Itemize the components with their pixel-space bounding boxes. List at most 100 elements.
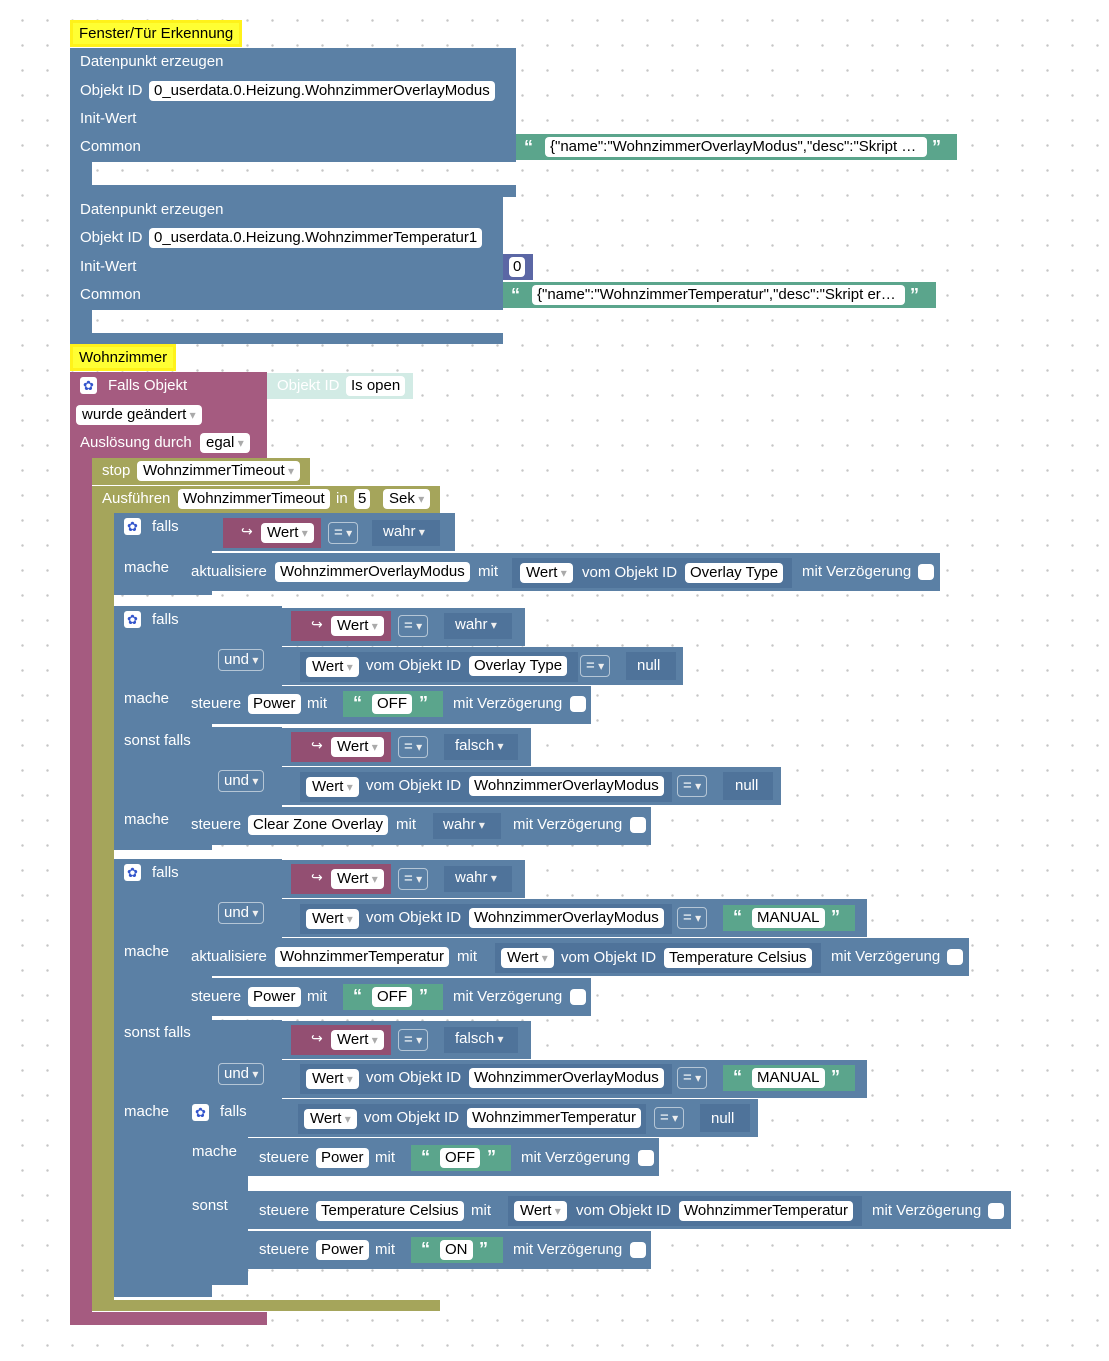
operator-dropdown[interactable]: = <box>654 1107 685 1129</box>
operator-dropdown[interactable]: = <box>677 1067 708 1089</box>
value-dropdown[interactable]: Wert <box>306 777 359 797</box>
operator-dropdown[interactable]: = <box>398 736 429 758</box>
boolean-dropdown[interactable]: falsch <box>450 736 509 758</box>
delay-checkbox[interactable] <box>570 696 586 712</box>
object-id-field[interactable]: WohnzimmerOverlayModus <box>469 776 664 796</box>
boolean-dropdown[interactable]: wahr <box>378 522 430 544</box>
and-dropdown[interactable]: und <box>218 902 265 924</box>
gear-icon[interactable]: ✿ <box>124 518 141 535</box>
run-label: Ausführen <box>102 490 171 507</box>
value-dropdown[interactable]: Wert <box>331 737 384 757</box>
gear-icon[interactable]: ✿ <box>192 1104 209 1121</box>
value-dropdown[interactable]: Wert <box>331 869 384 889</box>
text-value-field[interactable]: ON <box>440 1240 473 1260</box>
value-dropdown[interactable]: Wert <box>501 948 554 968</box>
control-target-field[interactable]: Temperature Celsius <box>316 1201 464 1221</box>
null-block[interactable] <box>723 772 773 800</box>
timeout-name-field[interactable]: WohnzimmerTimeout <box>178 489 330 509</box>
of-object-label: vom Objekt ID <box>582 564 678 581</box>
delay-checkbox[interactable] <box>570 989 586 1005</box>
json-text-field[interactable]: {"name":"WohnzimmerOverlayModus","desc":… <box>545 137 927 157</box>
value-dropdown[interactable]: Wert <box>306 909 359 929</box>
value-dropdown[interactable]: Wert <box>520 563 573 583</box>
null-block[interactable] <box>626 652 676 680</box>
json-text-field[interactable]: {"name":"WohnzimmerTemperatur","desc":"S… <box>532 285 905 305</box>
object-id-field[interactable]: Overlay Type <box>685 563 784 583</box>
quote-close-icon: ” <box>419 986 428 1006</box>
delay-unit-dropdown[interactable]: Sek <box>383 489 431 509</box>
delay-checkbox[interactable] <box>918 564 934 580</box>
update-label: aktualisiere <box>191 563 267 580</box>
control-target-field[interactable]: Clear Zone Overlay <box>248 815 389 835</box>
null-block[interactable] <box>700 1104 750 1132</box>
value-dropdown[interactable]: Wert <box>306 1069 359 1089</box>
operator-dropdown[interactable]: = <box>580 655 611 677</box>
quote-open-icon: “ <box>353 986 362 1006</box>
update-target-field[interactable]: WohnzimmerOverlayModus <box>275 562 470 582</box>
object-id-field[interactable]: WohnzimmerOverlayModus <box>469 908 664 928</box>
operator-dropdown[interactable]: = <box>328 522 359 544</box>
trigger-by-dropdown[interactable]: egal <box>200 433 250 453</box>
with-label: mit <box>471 1202 491 1219</box>
operator-dropdown[interactable]: = <box>398 868 429 890</box>
text-value-field[interactable]: MANUAL <box>752 1068 825 1088</box>
text-value-field[interactable]: OFF <box>440 1148 480 1168</box>
control-target-field[interactable]: Power <box>316 1148 369 1168</box>
delay-checkbox[interactable] <box>988 1203 1004 1219</box>
gear-icon[interactable]: ✿ <box>124 864 141 881</box>
operator-dropdown[interactable]: = <box>677 907 708 929</box>
value-dropdown[interactable]: Wert <box>261 523 314 543</box>
arrow-icon: ↪ <box>311 1030 323 1046</box>
and-dropdown[interactable]: und <box>218 649 265 671</box>
value-dropdown[interactable]: Wert <box>331 1030 384 1050</box>
create-datapoint-block-1[interactable] <box>70 48 516 162</box>
text-value-field[interactable]: OFF <box>372 694 412 714</box>
gear-icon[interactable]: ✿ <box>80 377 97 394</box>
object-id-field[interactable]: WohnzimmerTemperatur <box>467 1108 641 1128</box>
script-hat-living-room[interactable]: Wohnzimmer <box>70 344 177 371</box>
object-id-field[interactable]: Overlay Type <box>469 656 568 676</box>
create-datapoint-block-2[interactable] <box>70 197 503 310</box>
boolean-dropdown[interactable]: wahr <box>438 815 490 837</box>
delay-checkbox[interactable] <box>947 949 963 965</box>
delay-checkbox[interactable] <box>630 1242 646 1258</box>
and-dropdown[interactable]: und <box>218 1063 265 1085</box>
value-dropdown[interactable]: Wert <box>514 1201 567 1221</box>
object-id-field[interactable]: 0_userdata.0.Heizung.WohnzimmerOverlayMo… <box>149 81 495 101</box>
text-value-field[interactable]: OFF <box>372 987 412 1007</box>
timeout-name-dropdown[interactable]: WohnzimmerTimeout <box>137 461 301 481</box>
operator-dropdown[interactable]: = <box>398 1029 429 1051</box>
if-label: falls <box>220 1103 247 1120</box>
delay-checkbox[interactable] <box>630 817 646 833</box>
arrow-icon: ↪ <box>311 616 323 632</box>
object-id-field[interactable]: Is open <box>346 376 406 396</box>
block-footer <box>70 333 503 344</box>
text-value-field[interactable]: MANUAL <box>752 908 825 928</box>
control-target-field[interactable]: Power <box>248 987 301 1007</box>
number-field[interactable]: 0 <box>509 257 526 277</box>
object-id-field[interactable]: 0_userdata.0.Heizung.WohnzimmerTemperatu… <box>149 228 483 248</box>
nested-if-else-block[interactable] <box>181 1099 248 1285</box>
control-target-field[interactable]: Power <box>248 694 301 714</box>
object-id-field[interactable]: Temperature Celsius <box>664 948 812 968</box>
operator-dropdown[interactable]: = <box>677 775 708 797</box>
control-target-field[interactable]: Power <box>316 1240 369 1260</box>
value-dropdown[interactable]: Wert <box>331 616 384 636</box>
object-id-field[interactable]: WohnzimmerTemperatur <box>679 1201 853 1221</box>
init-value-label: Init-Wert <box>80 258 137 275</box>
operator-dropdown[interactable]: = <box>398 615 429 637</box>
boolean-dropdown[interactable]: falsch <box>450 1029 509 1051</box>
boolean-dropdown[interactable]: wahr <box>450 615 502 637</box>
script-hat-window-door[interactable]: Fenster/Tür Erkennung <box>70 20 243 47</box>
value-dropdown[interactable]: Wert <box>306 657 359 677</box>
delay-number-field[interactable]: 5 <box>354 489 371 509</box>
object-id-field[interactable]: WohnzimmerOverlayModus <box>469 1068 664 1088</box>
delay-checkbox[interactable] <box>638 1150 654 1166</box>
value-dropdown[interactable]: Wert <box>304 1109 357 1129</box>
gear-icon[interactable]: ✿ <box>124 611 141 628</box>
if-label: falls <box>152 611 179 628</box>
changed-dropdown[interactable]: wurde geändert <box>76 405 202 425</box>
update-target-field[interactable]: WohnzimmerTemperatur <box>275 947 449 967</box>
boolean-dropdown[interactable]: wahr <box>450 868 502 890</box>
and-dropdown[interactable]: und <box>218 770 265 792</box>
